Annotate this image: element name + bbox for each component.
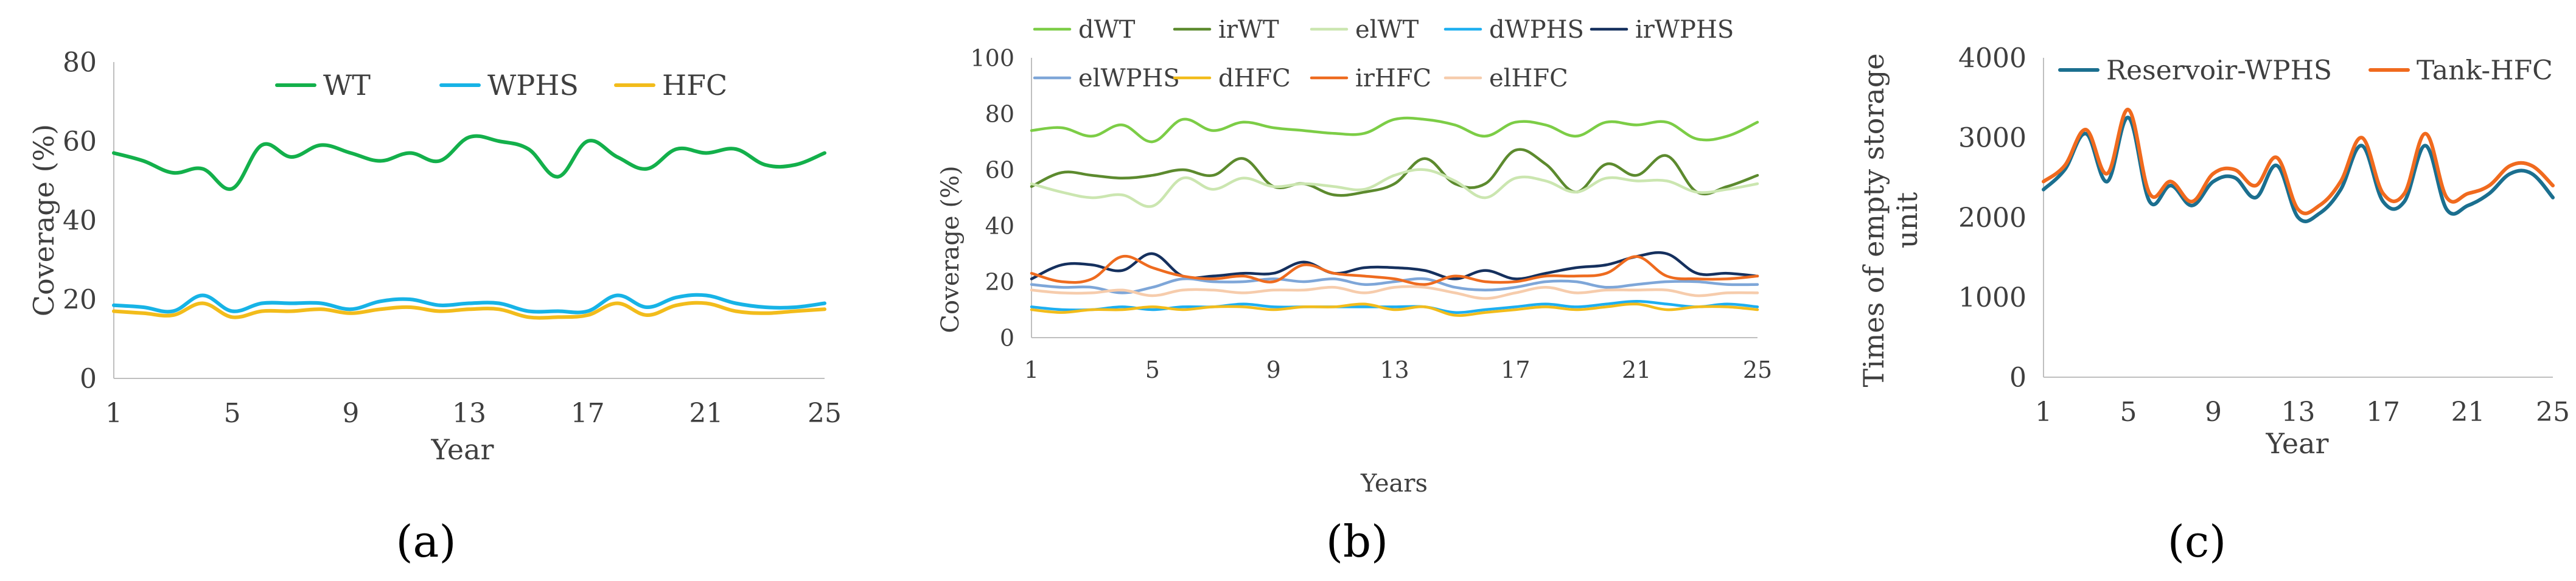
y-tick-label: 60 — [63, 126, 97, 157]
chart-3: 0 1000 2000 3000 4000 1 5 9 13 17 21 25 Year Times of… — [1857, 43, 2570, 567]
legend-label: dWPHS — [1489, 16, 1584, 44]
series-line-dWT — [1030, 116, 1759, 144]
x-axis-title: Years — [1360, 470, 1428, 498]
x-tick-label: 1 — [2035, 397, 2052, 428]
y-tick-label: 20 — [985, 268, 1014, 295]
x-tick-label: 9 — [342, 398, 359, 429]
y-tick-label: 1000 — [1958, 282, 2026, 313]
y-axis-title: Times of empty storageunit — [1857, 53, 1924, 387]
legend-label: Tank-HFC — [2417, 55, 2553, 86]
x-tick-label: 17 — [2366, 397, 2400, 428]
series-line-elWT — [1030, 168, 1759, 208]
x-axis-title: Year — [430, 433, 494, 466]
y-tick-label: 0 — [2009, 362, 2026, 393]
y-axis-title: Coverage (%) — [937, 165, 965, 333]
legend-label: irHFC — [1355, 64, 1431, 92]
x-tick-label: 21 — [2451, 397, 2485, 428]
x-tick-label: 25 — [1743, 357, 1772, 383]
legend-label: elHFC — [1489, 64, 1568, 92]
chart-1: 0 20 40 60 80 1 5 9 13 17 21 25 Year Coverage (%) WT WP… — [27, 47, 842, 567]
chart-2: 0 20 40 60 80 100 1 5 9 13 17 21 25 Years Coverage (%)… — [937, 16, 1772, 567]
x-tick-label: 25 — [2536, 397, 2570, 428]
x-tick-label: 13 — [2281, 397, 2316, 428]
y-tick-label: 40 — [985, 212, 1014, 239]
y-tick-label: 2000 — [1958, 203, 2026, 234]
series-line-elWPHS — [1030, 277, 1759, 294]
y-tick-label: 4000 — [1958, 43, 2026, 74]
legend-label: dHFC — [1218, 64, 1291, 92]
y-tick-label: 3000 — [1958, 123, 2026, 154]
x-tick-label: 5 — [224, 398, 241, 429]
series-line-HFC — [112, 301, 826, 320]
y-tick-label: 80 — [985, 100, 1014, 127]
x-tick-label: 1 — [105, 398, 122, 429]
series-line-Reservoir-WPHS — [2042, 116, 2555, 223]
series-line-dWPHS — [1030, 299, 1759, 314]
series-line-Tank-HFC — [2042, 108, 2555, 215]
y-tick-label: 0 — [80, 363, 97, 394]
y-tick-label: 80 — [63, 47, 97, 78]
x-tick-label: 5 — [2120, 397, 2137, 428]
panel-label: (c) — [2168, 516, 2227, 567]
legend-label: elWPHS — [1078, 64, 1180, 92]
legend-label: elWT — [1355, 16, 1419, 44]
x-tick-label: 13 — [452, 398, 486, 429]
panel-label: (a) — [396, 516, 456, 567]
y-tick-label: 60 — [985, 156, 1014, 183]
y-axis-title: Coverage (%) — [27, 124, 60, 316]
x-tick-label: 9 — [1266, 357, 1281, 383]
x-tick-label: 25 — [808, 398, 842, 429]
y-tick-label: 20 — [63, 284, 97, 315]
x-tick-label: 17 — [571, 398, 605, 429]
y-tick-label: 40 — [63, 205, 97, 236]
series-line-elHFC — [1030, 285, 1759, 300]
series-line-WT — [112, 134, 826, 191]
series-line-irWT — [1030, 148, 1759, 197]
y-tick-label: 0 — [1000, 324, 1014, 351]
x-axis-title: Year — [2265, 427, 2328, 460]
legend-label: dWT — [1078, 16, 1136, 44]
x-tick-label: 21 — [1622, 357, 1651, 383]
series-line-dHFC — [1030, 302, 1759, 317]
x-tick-label: 5 — [1145, 357, 1160, 383]
legend-label: irWPHS — [1635, 16, 1734, 44]
legend: dWT irWT elWT dWPHS irWPHS elWPHS dHFC irHFC elH… — [1033, 16, 1734, 92]
series-line-irHFC — [1030, 254, 1759, 286]
legend-label: irWT — [1218, 16, 1279, 44]
x-tick-label: 13 — [1380, 357, 1409, 383]
legend-label: Reservoir-WPHS — [2106, 55, 2332, 86]
legend: Reservoir-WPHS Tank-HFC — [2058, 55, 2553, 86]
legend-label: WT — [323, 69, 371, 102]
y-tick-label: 100 — [970, 44, 1014, 71]
series-line-irWPHS — [1030, 251, 1759, 280]
legend: WT WPHS HFC — [275, 69, 727, 102]
panel-label: (b) — [1326, 516, 1388, 567]
x-tick-label: 1 — [1024, 357, 1039, 383]
x-tick-label: 9 — [2205, 397, 2222, 428]
legend-label: HFC — [662, 69, 727, 102]
legend-label: WPHS — [487, 69, 579, 102]
x-tick-label: 21 — [689, 398, 723, 429]
series-line-WPHS — [112, 293, 826, 315]
x-tick-label: 17 — [1501, 357, 1530, 383]
